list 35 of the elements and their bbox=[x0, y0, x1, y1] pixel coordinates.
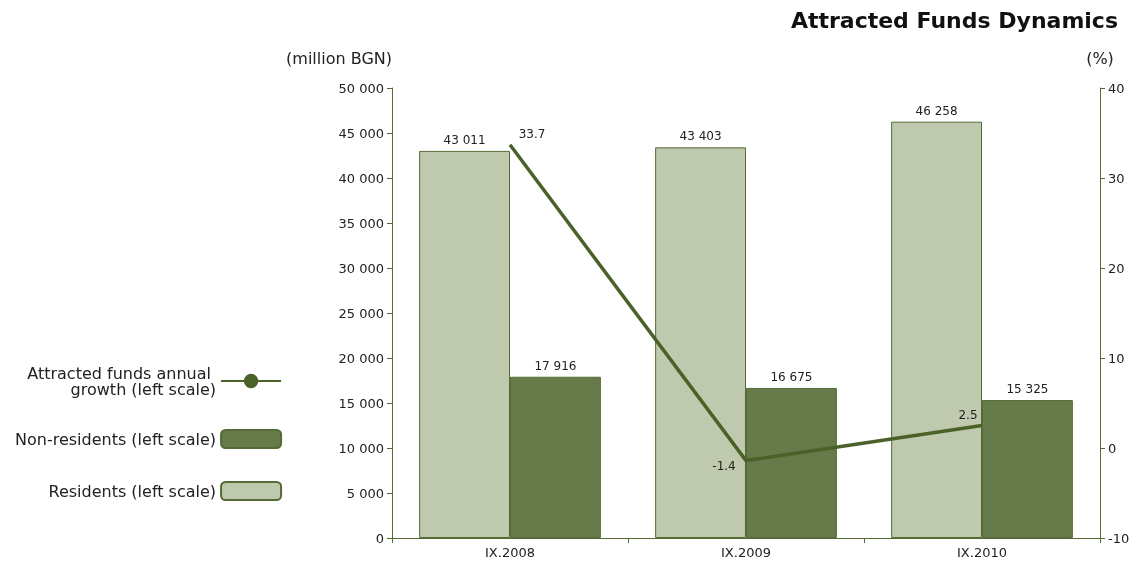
y-tick-label: 0 bbox=[375, 530, 384, 546]
data-label: 15 325 bbox=[1006, 382, 1049, 397]
x-tick-label: IX.2010 bbox=[957, 545, 1007, 560]
data-label: -1.4 bbox=[712, 458, 736, 473]
data-label: 46 258 bbox=[915, 103, 958, 118]
data-label: 43 403 bbox=[679, 129, 722, 144]
data-label: 2.5 bbox=[958, 407, 978, 422]
y2-tick-label: -10 bbox=[1108, 530, 1130, 546]
y-axis-title: (million BGN) bbox=[286, 48, 392, 68]
y-tick-label: 10 000 bbox=[338, 440, 384, 456]
y2-axis-title: (%) bbox=[1086, 48, 1114, 68]
y-tick-label: 45 000 bbox=[338, 125, 384, 141]
data-label: 16 675 bbox=[770, 369, 813, 384]
legend-label: Residents (left scale) bbox=[48, 481, 217, 501]
legend-label: Attracted funds annual growth (left scale) bbox=[27, 363, 217, 399]
y-tick-label: 25 000 bbox=[338, 305, 384, 321]
legend-label: Non-residents (left scale) bbox=[14, 429, 217, 449]
data-label: 17 916 bbox=[534, 358, 577, 373]
y-tick-label: 50 000 bbox=[338, 80, 384, 96]
y-tick-label: 35 000 bbox=[338, 215, 384, 231]
y2-tick-label: 10 bbox=[1108, 350, 1125, 366]
y2-tick-label: 0 bbox=[1108, 440, 1117, 456]
y-tick-label: 30 000 bbox=[338, 260, 384, 276]
y2-tick-label: 30 bbox=[1108, 170, 1125, 186]
y-tick-label: 15 000 bbox=[338, 395, 384, 411]
data-label: 43 011 bbox=[443, 132, 486, 147]
y2-tick-label: 40 bbox=[1108, 80, 1125, 96]
chart-title: Attracted Funds Dynamics bbox=[790, 7, 1119, 33]
data-label: 33.7 bbox=[518, 126, 546, 141]
y2-tick-label: 20 bbox=[1108, 260, 1125, 276]
y-tick-label: 20 000 bbox=[338, 350, 384, 366]
x-tick-label: IX.2009 bbox=[721, 545, 771, 560]
x-tick-label: IX.2008 bbox=[485, 545, 535, 560]
y-tick-label: 40 000 bbox=[338, 170, 384, 186]
y-tick-label: 5 000 bbox=[346, 485, 384, 501]
